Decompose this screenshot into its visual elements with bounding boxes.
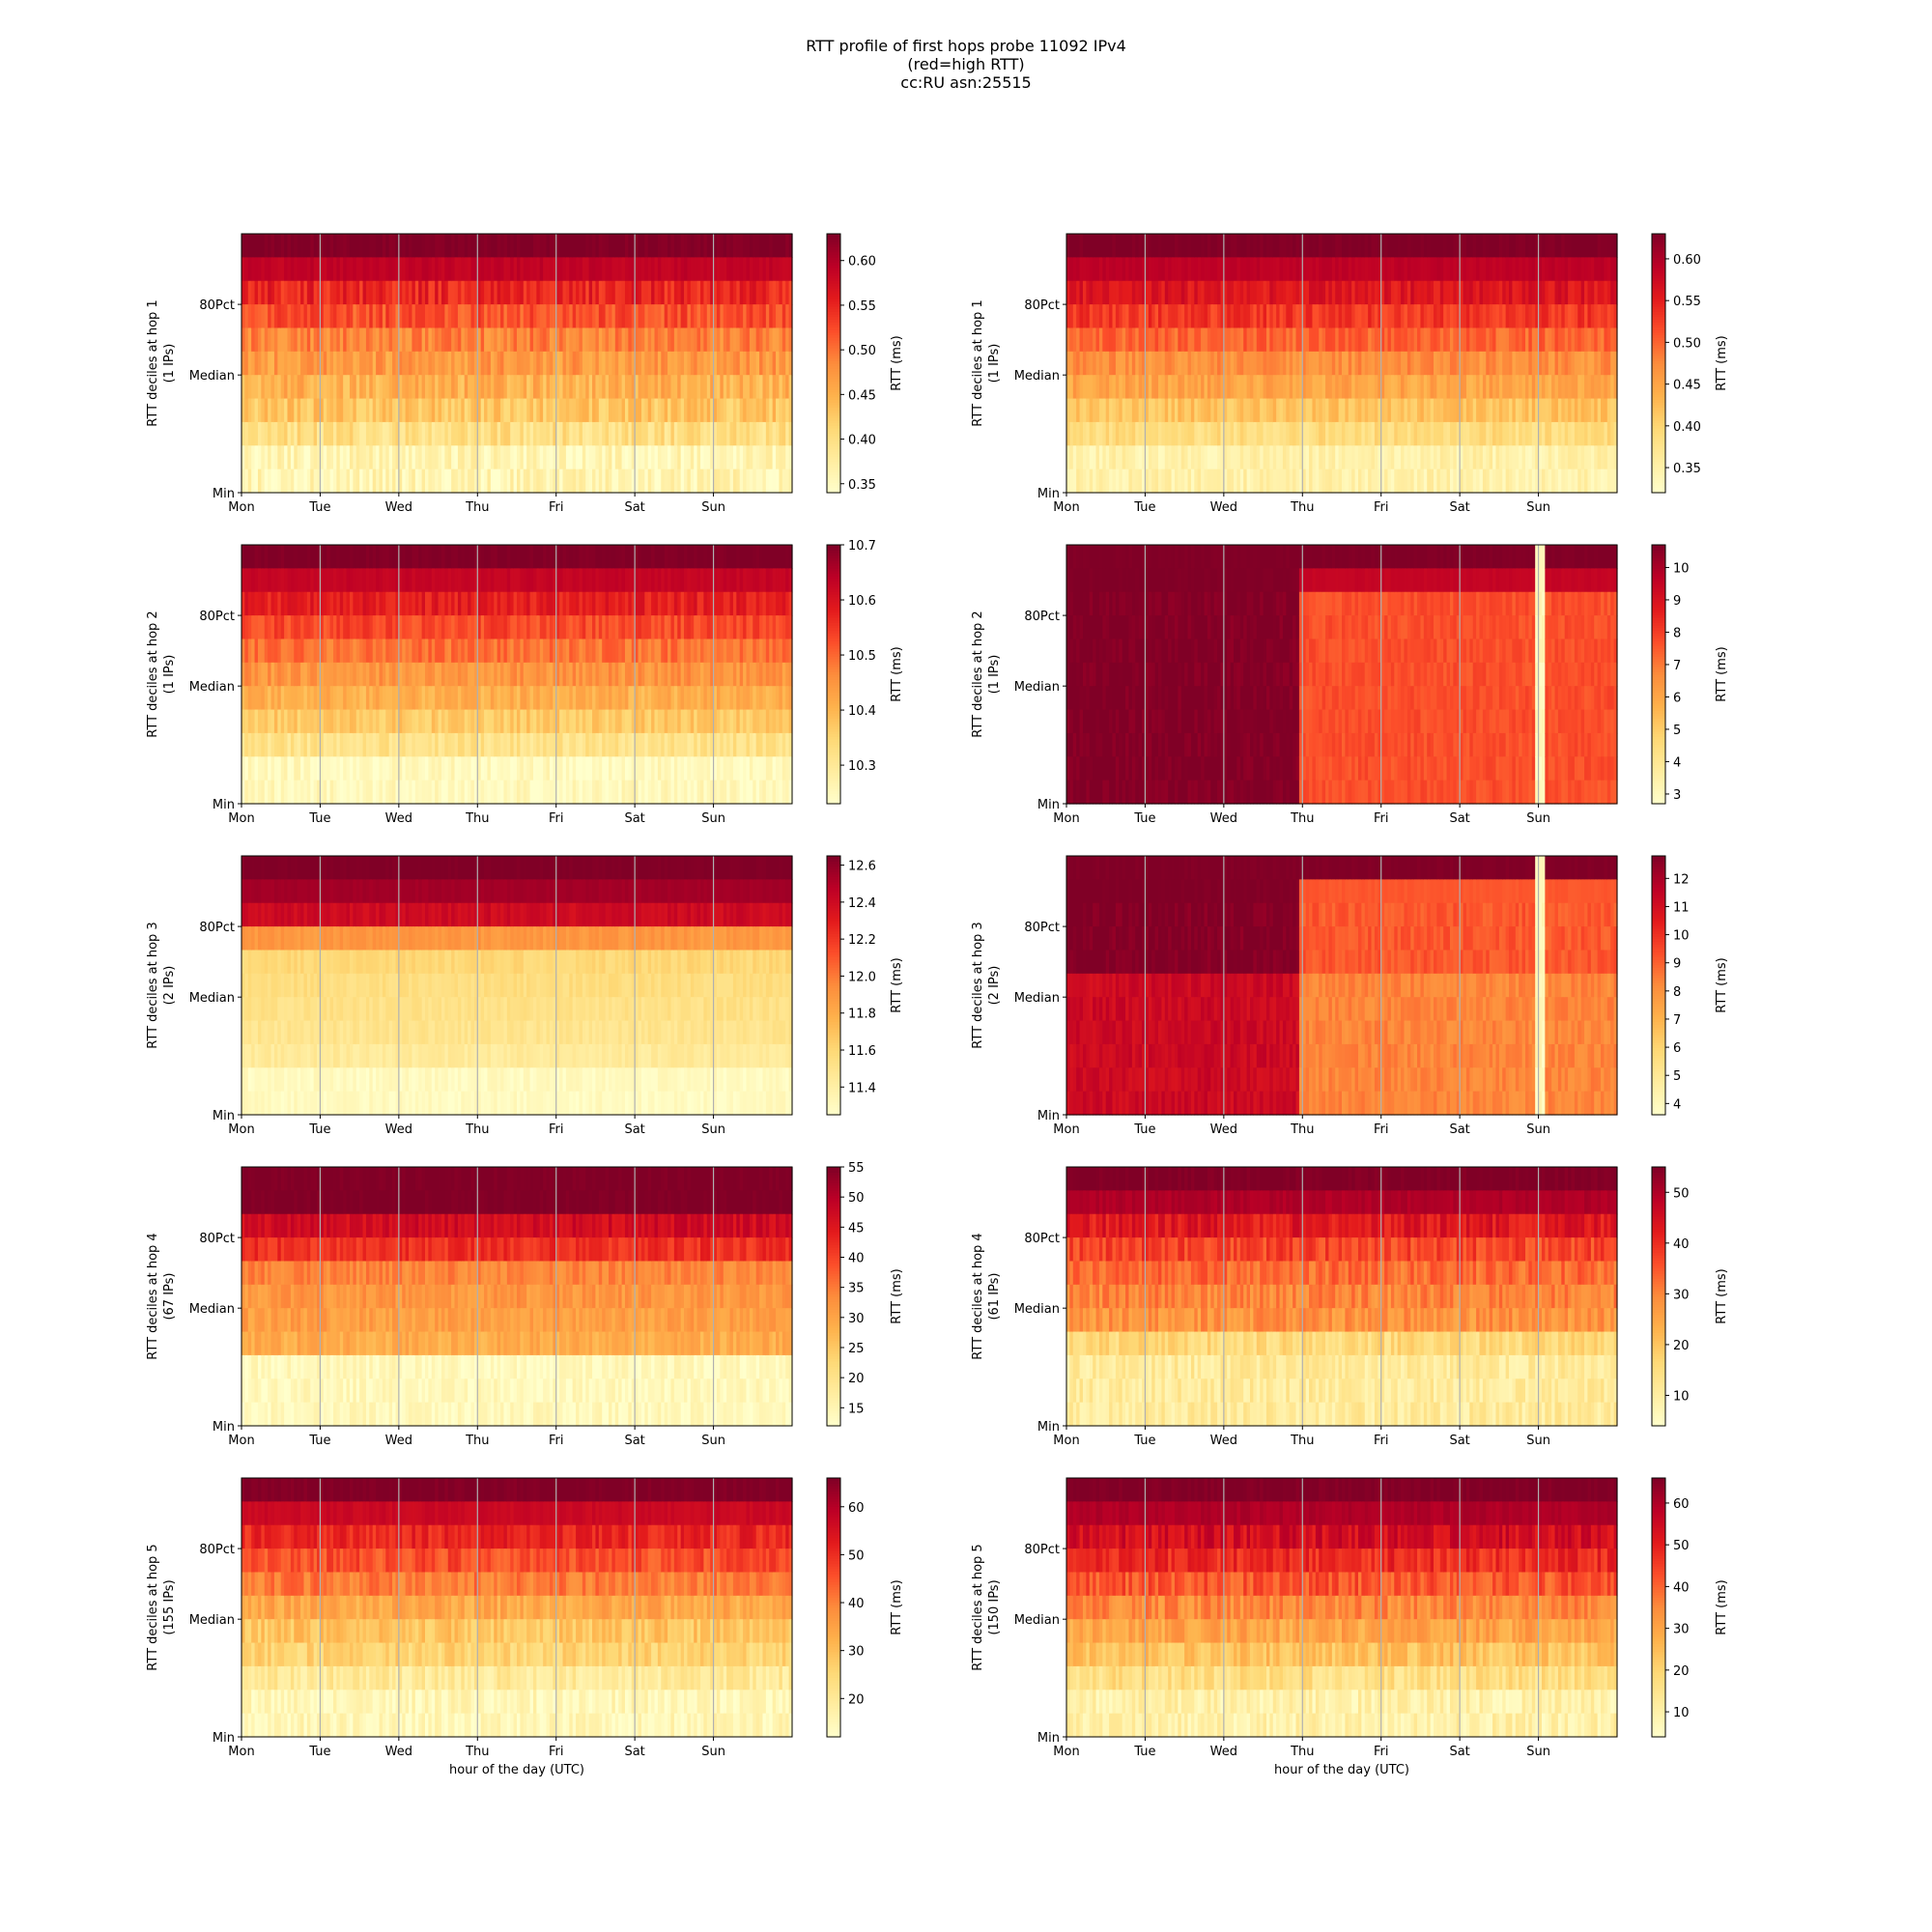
colorbar-tick-label: 0.55 [1673, 295, 1701, 309]
x-tick-label: Sat [624, 500, 644, 515]
colorbar-label: RTT (ms) [890, 335, 904, 390]
x-tick-label: Thu [1290, 500, 1314, 515]
y-axis-sublabel: (1 IPs) [987, 344, 1002, 384]
x-tick-label: Sun [701, 500, 725, 515]
x-tick-label: Thu [465, 500, 489, 515]
x-tick-label: Mon [1053, 500, 1079, 515]
colorbar-tick-label: 0.35 [848, 478, 876, 493]
x-tick-label: Wed [1210, 500, 1237, 515]
colorbar-tick-label: 0.40 [1673, 420, 1701, 435]
colorbar-tick-label: 0.50 [848, 344, 876, 358]
colorbar-label: RTT (ms) [1715, 335, 1729, 390]
colorbar: 0.35 0.40 0.45 0.50 0.55 0.60 RTT (ms) [827, 234, 904, 494]
panel-hop2-left: 80PctMedianMinMon Tue Wed Thu Fri Sat SunRTT d… [146, 539, 904, 826]
x-tick-label: Fri [549, 500, 564, 515]
colorbar-tick-label: 0.50 [1673, 336, 1701, 351]
y-tick-label: Min [213, 487, 235, 501]
x-tick-label: Sat [1449, 500, 1469, 515]
y-tick-label: Median [189, 369, 235, 384]
colorbar-tick-label: 0.40 [848, 434, 876, 448]
y-tick-label: Min [1037, 487, 1060, 501]
figure: RTT profile of first hops probe 11092 IP… [0, 0, 1932, 1932]
x-tick-label: Tue [308, 500, 330, 515]
colorbar-tick-label: 0.45 [848, 388, 876, 403]
colorbar-tick-label: 0.55 [848, 299, 876, 314]
heatmap-panels: 80PctMedianMinMon Tue Wed Thu Fri Sat SunRTT d… [0, 0, 1932, 1932]
y-axis-label: RTT deciles at hop 1 [146, 299, 160, 426]
y-tick-label: Median [1014, 369, 1060, 384]
y-tick-label: 80Pct [199, 298, 235, 313]
y-tick-label: 80Pct [1024, 298, 1060, 313]
x-tick-label: Fri [1374, 500, 1389, 515]
x-tick-label: Mon [228, 500, 254, 515]
colorbar-tick-label: 0.60 [1673, 253, 1701, 268]
colorbar-tick-label: 0.60 [848, 255, 876, 270]
colorbar-tick-label: 0.45 [1673, 379, 1701, 393]
x-tick-label: Sun [1526, 500, 1550, 515]
x-tick-label: Tue [1133, 500, 1155, 515]
colorbar: 0.35 0.40 0.45 0.50 0.55 0.60 RTT (ms) [1652, 234, 1729, 494]
x-tick-label: Wed [385, 500, 412, 515]
colorbar-tick-label: 0.35 [1673, 462, 1701, 476]
y-axis-sublabel: (1 IPs) [162, 344, 177, 384]
y-axis-label: RTT deciles at hop 1 [971, 299, 985, 426]
